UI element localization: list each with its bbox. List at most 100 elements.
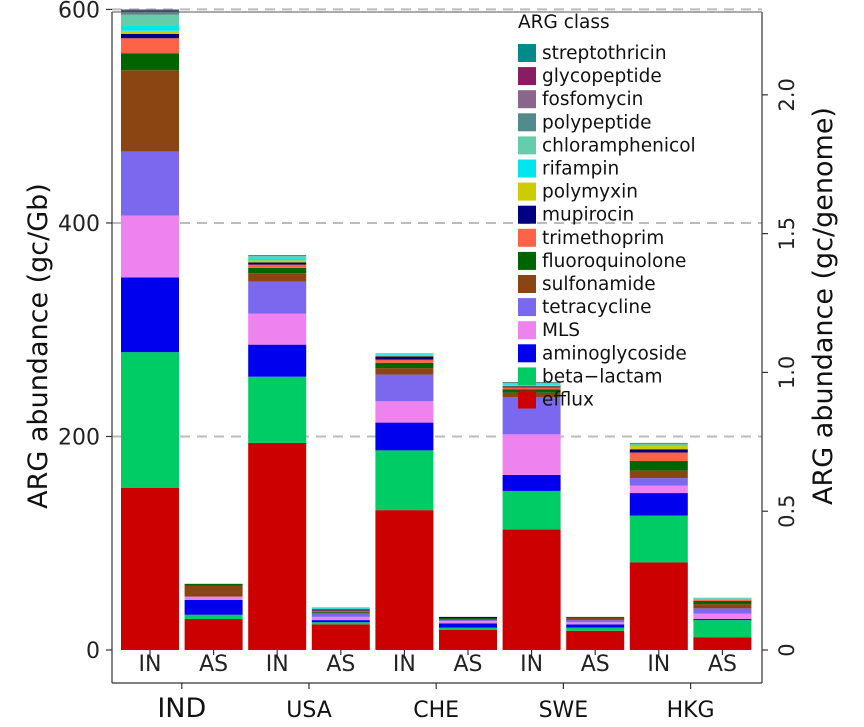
x-sub-label: IN (393, 652, 416, 677)
legend-swatch (518, 113, 536, 132)
bar-CHE-AS (439, 11, 497, 650)
bar-segment-fluoroquinolone (566, 616, 625, 618)
bar-segment-mupirocin (248, 262, 307, 265)
bar-segment-tetracycline (566, 620, 625, 623)
bar-segment-efflux (502, 529, 561, 650)
bar-segment-mupirocin (502, 386, 561, 388)
bar-segment-fluoroquinolone (439, 617, 497, 620)
bar-segment-trimethoprim (629, 452, 688, 462)
legend-swatch (518, 136, 536, 155)
bar-segment-aminoglycoside (248, 344, 307, 377)
bar-segment-trimethoprim (693, 599, 752, 601)
bar-segment-trimethoprim (502, 387, 561, 390)
bar-segment-trimethoprim (375, 359, 434, 363)
bar-segment-betalactam (375, 450, 434, 511)
x-sub-label: IN (139, 652, 162, 677)
bar-USA-IN (248, 11, 307, 650)
x-sub-label: AS (581, 652, 610, 677)
legend-swatch (518, 390, 536, 409)
bar-segment-mls (375, 401, 434, 423)
legend-label: polymyxin (542, 182, 638, 203)
gridlines (112, 8, 762, 438)
bar-SWE-IN (502, 11, 561, 650)
legend-swatch (518, 367, 536, 386)
bar-segment-rifampin (248, 258, 307, 261)
bar-segment-polymyxin (121, 30, 179, 34)
legend-label: aminoglycoside (542, 343, 687, 364)
legend-label: mupirocin (542, 205, 634, 226)
bar-segment-aminoglycoside (502, 474, 561, 491)
bar-segment-mupirocin (629, 449, 688, 453)
bar-segment-glycopeptide (121, 10, 179, 12)
bar-segment-sulfonamide (566, 617, 625, 621)
bar-segment-chloramphenicol (121, 14, 179, 26)
bar-segment-chloramphenicol (375, 353, 434, 355)
bar-segment-mls (502, 434, 561, 475)
bar-IND-IN (121, 9, 179, 650)
bar-segment-betalactam (439, 627, 497, 630)
bar-segment-polymyxin (502, 385, 561, 387)
legend-swatch (518, 159, 536, 178)
legend-label: fluoroquinolone (542, 251, 686, 272)
bar-segment-rifampin (375, 354, 434, 356)
bar-segment-efflux (248, 442, 307, 650)
bar-segment-chloramphenicol (248, 256, 307, 259)
bar-segment-polypeptide (248, 254, 307, 257)
bar-segment-polypeptide (121, 12, 179, 15)
y-axis-ticks: 0 200 400 600 (58, 0, 112, 664)
bar-HKG-IN (629, 11, 688, 650)
bar-segment-efflux (121, 487, 179, 650)
bar-segment-mls (439, 621, 497, 624)
legend-swatch (518, 344, 536, 363)
bar-segment-mupirocin (439, 616, 497, 618)
bar-segment-polymyxin (375, 355, 434, 357)
legend: ARG class streptothricinglycopeptidefosf… (518, 12, 696, 411)
bar-segment-efflux (693, 637, 752, 650)
bar-segment-sulfonamide (311, 612, 370, 614)
legend-label: sulfonamide (542, 274, 656, 295)
bar-segment-efflux (439, 629, 497, 650)
x-sub-label: AS (199, 652, 228, 677)
bar-segment-betalactam (184, 614, 243, 620)
bar-segment-mupirocin (375, 356, 434, 360)
bar-segment-aminoglycoside (629, 493, 688, 516)
bar-segment-aminoglycoside (375, 422, 434, 451)
y2-tick-label: 0.5 (775, 495, 799, 528)
bar-segment-fluoroquinolone (184, 583, 243, 586)
bar-segment-fluoroquinolone (693, 600, 752, 605)
bar-segment-sulfonamide (693, 604, 752, 609)
y2-tick-label: 0 (775, 643, 799, 656)
bar-segment-betalactam (502, 490, 561, 530)
legend-label: MLS (542, 320, 580, 341)
bar-segment-polymyxin (629, 446, 688, 450)
bar-segment-betalactam (248, 376, 307, 443)
bar-segment-tetracycline (375, 374, 434, 402)
y2-axis-ticks: 00.51.01.52.02.5 (762, 78, 799, 657)
bar-segment-fluoroquinolone (248, 267, 307, 274)
bar-segment-sulfonamide (121, 70, 179, 152)
bar-segment-betalactam (566, 627, 625, 631)
bar-segment-aminoglycoside (184, 599, 243, 615)
legend-swatch (518, 205, 536, 224)
legend-swatch (518, 67, 536, 86)
bar-segment-aminoglycoside (439, 623, 497, 628)
legend-label: fosfomycin (542, 89, 643, 110)
bar-segment-efflux (566, 630, 625, 650)
legend-swatch (518, 321, 536, 340)
group-label: CHE (413, 698, 459, 723)
bar-segment-fluoroquinolone (311, 611, 370, 613)
bar-IND-AS (184, 11, 243, 650)
bar-segment-betalactam (121, 352, 179, 488)
legend-label: trimethoprim (542, 228, 664, 249)
bar-segment-mupirocin (311, 609, 370, 611)
bar-segment-sulfonamide (439, 619, 497, 621)
group-label: IND (157, 693, 206, 724)
bar-segment-efflux (184, 619, 243, 650)
x-sub-label: AS (326, 652, 355, 677)
bar-segment-polymyxin (248, 260, 307, 263)
y2-tick-label: 1.5 (775, 217, 799, 250)
bar-segment-chloramphenicol (311, 607, 370, 609)
bar-segment-chloramphenicol (629, 443, 688, 447)
bar-segment-tetracycline (248, 281, 307, 314)
bar-segment-mls (184, 596, 243, 600)
